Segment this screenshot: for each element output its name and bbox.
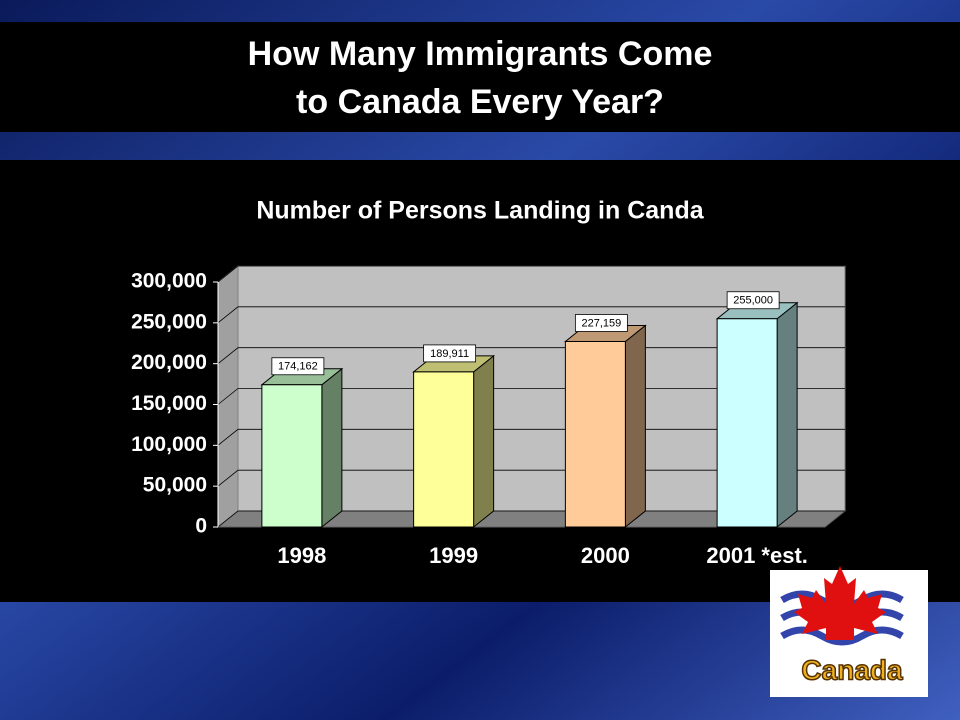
bar-side [321,367,343,529]
y-tick-label: 250,000 [131,310,207,333]
logo: Canada [770,566,928,697]
bar [413,371,475,528]
value-label: 174,162 [278,361,318,373]
bar [564,340,626,528]
y-tick-label: 100,000 [131,433,207,456]
y-tick-label: 0 [195,515,207,538]
bar-side [624,324,646,529]
bar-side [776,301,798,529]
grid-line [217,265,845,283]
value-label: 189,911 [430,348,469,360]
logo-text: Canada [801,654,903,685]
chart-title: Number of Persons Landing in Canda [256,197,704,225]
bar-side [473,354,495,529]
x-tick-label: 2000 [581,543,630,568]
y-tick-label: 200,000 [131,351,207,374]
logo-leaf [794,566,886,640]
value-label-box [726,291,780,310]
slide-title: to Canada Every Year? [296,83,664,121]
x-tick-label: 2001 *est. [706,543,808,568]
bar [716,318,778,528]
y-tick-label: 50,000 [143,474,207,497]
value-label: 255,000 [733,295,773,307]
grid-line [217,306,845,324]
slide-title: How Many Immigrants Come [248,35,713,73]
y-tick-label: 150,000 [131,392,207,415]
value-label-box [423,344,477,363]
x-tick-label: 1998 [277,543,326,568]
title-band [0,22,960,132]
value-label-box [574,314,628,332]
value-label: 227,159 [581,317,621,329]
bar [261,384,323,528]
x-tick-label: 1999 [429,543,478,568]
value-label-box [271,357,325,376]
y-tick-label: 300,000 [131,270,207,293]
